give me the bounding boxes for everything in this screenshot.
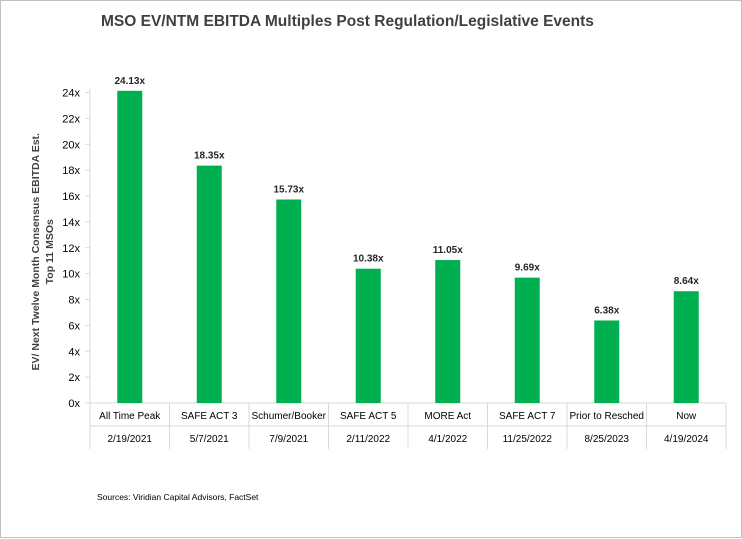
y-axis-label: Top 11 MSOs — [44, 219, 56, 284]
y-tick-label: 8x — [68, 295, 80, 307]
x-category-label: MORE Act — [424, 411, 471, 422]
y-axis-label: EV/ Next Twelve Month Consensus EBITDA E… — [30, 133, 42, 371]
y-tick-label: 18x — [62, 165, 80, 177]
chart-title: MSO EV/NTM EBITDA Multiples Post Regulat… — [101, 13, 594, 30]
y-tick-label: 14x — [62, 217, 80, 229]
x-date-label: 4/1/2022 — [428, 434, 467, 445]
x-date-label: 5/7/2021 — [190, 434, 229, 445]
data-label: 18.35x — [194, 151, 225, 162]
y-tick-label: 24x — [62, 88, 80, 100]
bar — [673, 291, 699, 403]
bar — [117, 90, 143, 404]
x-category-label: All Time Peak — [99, 411, 161, 422]
x-date-label: 11/25/2022 — [503, 434, 553, 445]
y-tick-label: 22x — [62, 113, 80, 125]
x-date-label: 4/19/2024 — [664, 434, 709, 445]
x-category-label: SAFE ACT 3 — [181, 411, 238, 422]
bar — [196, 165, 222, 403]
x-date-label: 8/25/2023 — [585, 434, 630, 445]
data-label: 6.38x — [594, 305, 619, 316]
y-tick-label: 4x — [68, 346, 80, 358]
data-label: 11.05x — [433, 245, 463, 256]
y-tick-label: 0x — [68, 398, 80, 410]
x-category-label: SAFE ACT 7 — [499, 411, 556, 422]
bar — [435, 260, 461, 403]
y-tick-label: 6x — [68, 320, 80, 332]
y-tick-label: 2x — [68, 372, 80, 384]
y-tick-label: 20x — [62, 139, 80, 151]
bar — [276, 199, 302, 403]
y-tick-label: 16x — [62, 191, 80, 203]
y-tick-label: 10x — [62, 269, 80, 281]
x-date-label: 2/19/2021 — [108, 434, 153, 445]
x-category-label: Schumer/Booker — [252, 411, 327, 422]
bar — [514, 277, 540, 403]
x-category-label: Prior to Resched — [570, 411, 644, 422]
y-tick-label: 12x — [62, 243, 80, 255]
data-label: 15.73x — [273, 184, 304, 195]
data-label: 8.64x — [674, 276, 699, 287]
x-date-label: 7/9/2021 — [269, 434, 308, 445]
x-date-label: 2/11/2022 — [346, 434, 390, 445]
data-label: 10.38x — [353, 254, 384, 265]
data-label: 24.13x — [114, 76, 145, 87]
x-category-label: Now — [676, 411, 697, 422]
source-note: Sources: Viridian Capital Advisors, Fact… — [97, 492, 259, 502]
x-category-label: SAFE ACT 5 — [340, 411, 397, 422]
bar — [594, 320, 620, 403]
data-label: 9.69x — [515, 263, 540, 274]
bar — [355, 268, 381, 403]
